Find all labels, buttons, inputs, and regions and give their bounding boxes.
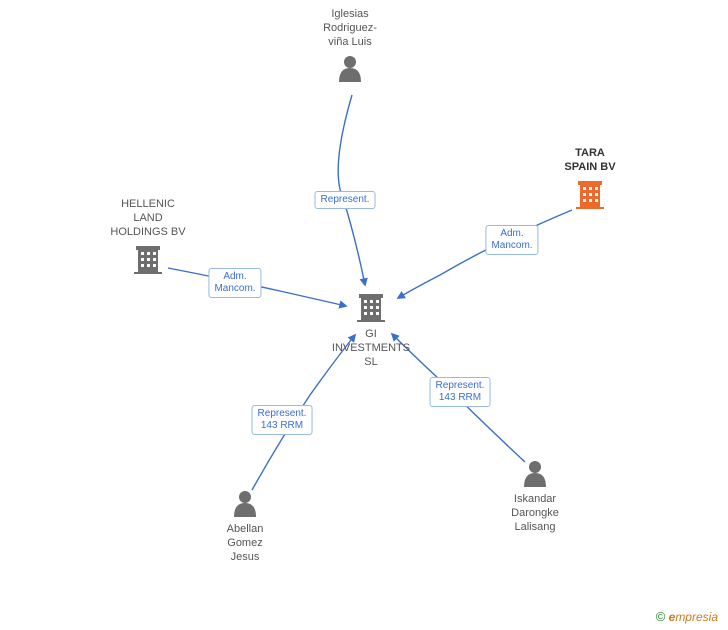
edge-label-iglesias-center: Represent. — [315, 191, 376, 209]
edge-label-abellan-center: Represent. 143 RRM — [252, 405, 313, 435]
node-label-center: GI INVESTMENTS SL — [332, 328, 410, 369]
node-label-iglesias: Iglesias Rodriguez- viña Luis — [323, 8, 377, 49]
edge-label-tara-center: Adm. Mancom. — [485, 225, 538, 255]
node-label-abellan: Abellan Gomez Jesus — [227, 523, 264, 564]
edge-label-hellenic-center: Adm. Mancom. — [208, 268, 261, 298]
copyright-symbol: © — [656, 609, 666, 624]
node-label-iskandar: Iskandar Darongke Lalisang — [511, 493, 559, 534]
node-label-hellenic: HELLENIC LAND HOLDINGS BV — [110, 198, 185, 239]
brand-name: empresia — [669, 610, 718, 624]
watermark: © empresia — [656, 609, 718, 624]
diagram-svg — [0, 0, 728, 630]
edge-label-iskandar-center: Represent. 143 RRM — [430, 377, 491, 407]
node-label-tara: TARA SPAIN BV — [564, 147, 615, 175]
